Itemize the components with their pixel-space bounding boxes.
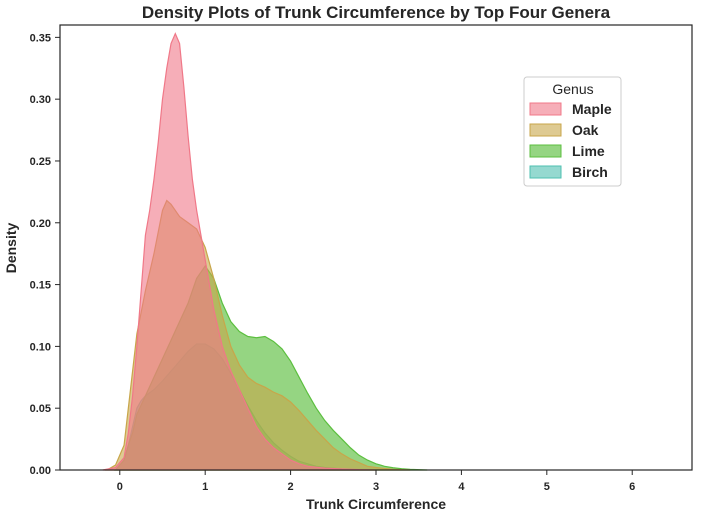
- y-tick-label: 0.05: [30, 403, 51, 415]
- legend-label-lime: Lime: [572, 143, 605, 159]
- legend-swatch-maple: [529, 102, 562, 116]
- y-axis-ticks: 0.00 0.05 0.10 0.15 0.20 0.25 0.30 0.35: [30, 32, 60, 477]
- legend-swatch-oak: [529, 123, 562, 137]
- y-tick-label: 0.30: [30, 94, 51, 106]
- x-tick-label: 4: [458, 481, 465, 493]
- legend-label-maple: Maple: [572, 101, 612, 117]
- y-tick-label: 0.20: [30, 218, 51, 230]
- y-axis-label: Density: [3, 223, 19, 274]
- density-areas: [102, 32, 428, 471]
- legend-swatch-lime: [529, 144, 562, 158]
- x-axis-ticks: 0 1 2 3 4 5 6: [117, 470, 635, 493]
- x-tick-label: 0: [117, 481, 123, 493]
- chart-title: Density Plots of Trunk Circumference by …: [142, 3, 611, 22]
- y-tick-label: 0.35: [30, 32, 51, 44]
- legend-swatch-birch: [529, 165, 562, 179]
- legend-label-oak: Oak: [572, 122, 599, 138]
- x-tick-label: 2: [288, 481, 294, 493]
- y-tick-label: 0.00: [30, 465, 51, 477]
- x-tick-label: 6: [629, 481, 635, 493]
- legend-title: Genus: [552, 81, 593, 97]
- x-axis-label: Trunk Circumference: [306, 496, 446, 512]
- density-area-maple: [102, 32, 377, 471]
- y-tick-label: 0.25: [30, 156, 51, 168]
- legend-label-birch: Birch: [572, 164, 608, 180]
- x-tick-label: 3: [373, 481, 379, 493]
- x-tick-label: 1: [202, 481, 208, 493]
- y-tick-label: 0.10: [30, 341, 51, 353]
- legend: Genus Maple Oak Lime Birch: [523, 76, 622, 187]
- y-tick-label: 0.15: [30, 280, 51, 292]
- x-tick-label: 5: [544, 481, 550, 493]
